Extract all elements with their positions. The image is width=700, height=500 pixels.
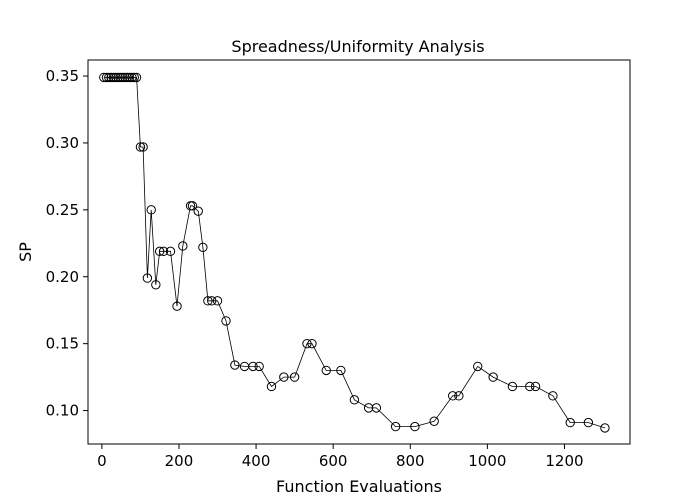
y-tick-label: 0.20 bbox=[46, 268, 79, 286]
data-point bbox=[99, 72, 109, 83]
data-point bbox=[548, 391, 558, 401]
data-point bbox=[165, 246, 176, 257]
data-point bbox=[254, 361, 264, 372]
x-tick-label: 1000 bbox=[468, 452, 506, 470]
data-point bbox=[429, 416, 439, 426]
data-point bbox=[108, 72, 119, 83]
data-point bbox=[410, 421, 420, 432]
data-point bbox=[135, 142, 146, 152]
data-point bbox=[115, 72, 126, 83]
data-point bbox=[172, 301, 182, 311]
data-point bbox=[266, 381, 277, 392]
data-point bbox=[146, 205, 156, 215]
data-point bbox=[336, 365, 346, 376]
data-point bbox=[349, 395, 360, 405]
data-point bbox=[279, 372, 289, 382]
data-point bbox=[124, 72, 135, 83]
data-point bbox=[158, 246, 169, 257]
data-point bbox=[155, 246, 165, 257]
x-axis-label: Function Evaluations bbox=[276, 477, 442, 496]
plot-area bbox=[87, 59, 631, 445]
data-point bbox=[371, 403, 382, 413]
data-point bbox=[390, 421, 401, 432]
x-tick-label: 800 bbox=[396, 452, 425, 470]
data-point bbox=[142, 273, 153, 283]
data-point bbox=[101, 72, 112, 83]
data-point bbox=[447, 391, 458, 401]
y-axis: 0.10 0.15 0.20 0.25 0.30 0.35 bbox=[46, 67, 88, 420]
y-tick-label: 0.30 bbox=[46, 134, 79, 152]
x-tick-label: 200 bbox=[165, 452, 194, 470]
data-point bbox=[525, 381, 535, 392]
data-point bbox=[488, 372, 498, 382]
data-point bbox=[583, 417, 594, 428]
y-axis-label: SP bbox=[16, 242, 35, 262]
data-point bbox=[138, 142, 148, 152]
data-point bbox=[207, 296, 217, 306]
data-point bbox=[565, 417, 575, 428]
data-point bbox=[289, 372, 300, 382]
data-point bbox=[198, 242, 208, 253]
y-tick-label: 0.25 bbox=[46, 201, 79, 219]
data-point bbox=[129, 72, 139, 83]
data-point bbox=[212, 296, 223, 306]
data-point bbox=[193, 206, 203, 216]
data-point bbox=[113, 72, 123, 83]
data-point bbox=[307, 338, 317, 349]
data-point bbox=[321, 365, 331, 376]
x-tick-label: 1200 bbox=[545, 452, 583, 470]
data-point bbox=[127, 72, 137, 83]
data-point bbox=[178, 241, 188, 251]
data-point bbox=[106, 72, 116, 83]
data-point bbox=[151, 280, 161, 290]
data-point bbox=[454, 391, 464, 401]
y-tick-label: 0.35 bbox=[46, 67, 79, 85]
plot-frame bbox=[87, 59, 631, 445]
y-tick-label: 0.15 bbox=[46, 335, 79, 353]
data-point bbox=[111, 72, 121, 83]
data-point bbox=[248, 361, 258, 372]
x-tick-label: 600 bbox=[319, 452, 348, 470]
data-point bbox=[363, 403, 374, 413]
data-point bbox=[104, 72, 114, 83]
data-point bbox=[187, 201, 198, 211]
x-tick-label: 0 bbox=[97, 452, 107, 470]
data-point bbox=[302, 338, 312, 349]
data-point bbox=[120, 72, 130, 83]
data-point bbox=[117, 72, 128, 83]
data-point bbox=[230, 360, 240, 370]
data-point bbox=[507, 381, 518, 392]
y-tick-label: 0.10 bbox=[46, 402, 79, 420]
data-point bbox=[122, 72, 133, 83]
data-point bbox=[203, 296, 213, 306]
data-point bbox=[530, 381, 541, 392]
series-line bbox=[103, 77, 606, 429]
data-point bbox=[473, 361, 483, 372]
x-axis: 0 200 400 600 800 1000 1200 bbox=[97, 444, 584, 470]
chart-title: Spreadness/Uniformity Analysis bbox=[231, 37, 484, 56]
data-point bbox=[600, 423, 610, 433]
data-point bbox=[131, 72, 142, 83]
x-tick-label: 400 bbox=[242, 452, 271, 470]
series-layer bbox=[99, 72, 610, 433]
data-point bbox=[221, 316, 231, 326]
